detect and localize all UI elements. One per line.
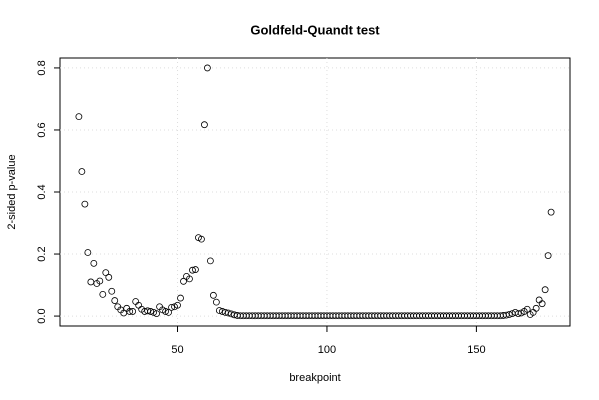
y-tick-label: 0.0 [36, 308, 48, 323]
data-point [108, 287, 116, 295]
data-point [165, 308, 172, 316]
data-point [102, 269, 110, 277]
data-point [84, 249, 92, 256]
data-point [209, 291, 217, 299]
data-point [81, 200, 89, 208]
data-point [153, 310, 160, 317]
data-point [168, 303, 175, 311]
data-point [547, 208, 555, 216]
data-point [162, 308, 169, 315]
data-point [189, 266, 196, 274]
y-tick-label: 0.8 [36, 60, 48, 75]
data-point [538, 300, 546, 308]
data-point [99, 290, 107, 298]
data-point [198, 235, 205, 243]
data-point [192, 266, 199, 273]
data-point [150, 308, 158, 316]
data-point [514, 310, 522, 317]
data-point [532, 304, 540, 312]
y-axis-label: 2-sided p-value [6, 154, 18, 229]
data-point [201, 121, 208, 129]
x-tick-label: 50 [171, 344, 183, 356]
data-point [523, 305, 531, 313]
data-point [541, 286, 549, 294]
x-tick-label: 100 [318, 344, 336, 356]
data-point [105, 273, 113, 281]
y-tick-label: 0.2 [36, 246, 48, 261]
data-point [129, 308, 137, 315]
chart-title: Goldfeld-Quandt test [250, 22, 380, 37]
data-point [206, 257, 214, 265]
data-point [90, 259, 98, 267]
data-point [505, 311, 513, 318]
data-point [186, 275, 193, 283]
data-point [126, 308, 134, 315]
data-point [177, 294, 184, 302]
y-tick-label: 0.4 [36, 184, 48, 199]
data-point [147, 308, 155, 315]
data-point [224, 309, 232, 317]
data-point [215, 307, 223, 314]
data-point [204, 64, 211, 72]
x-tick-label: 150 [467, 344, 485, 356]
data-point [78, 168, 86, 175]
data-point [96, 277, 104, 285]
data-point [544, 252, 552, 259]
data-point [174, 301, 181, 309]
x-axis-label: breakpoint [289, 372, 340, 384]
y-tick-label: 0.6 [36, 122, 48, 137]
data-point [212, 298, 220, 306]
data-point [111, 297, 119, 304]
data-point [75, 113, 83, 121]
data-point [180, 277, 187, 285]
